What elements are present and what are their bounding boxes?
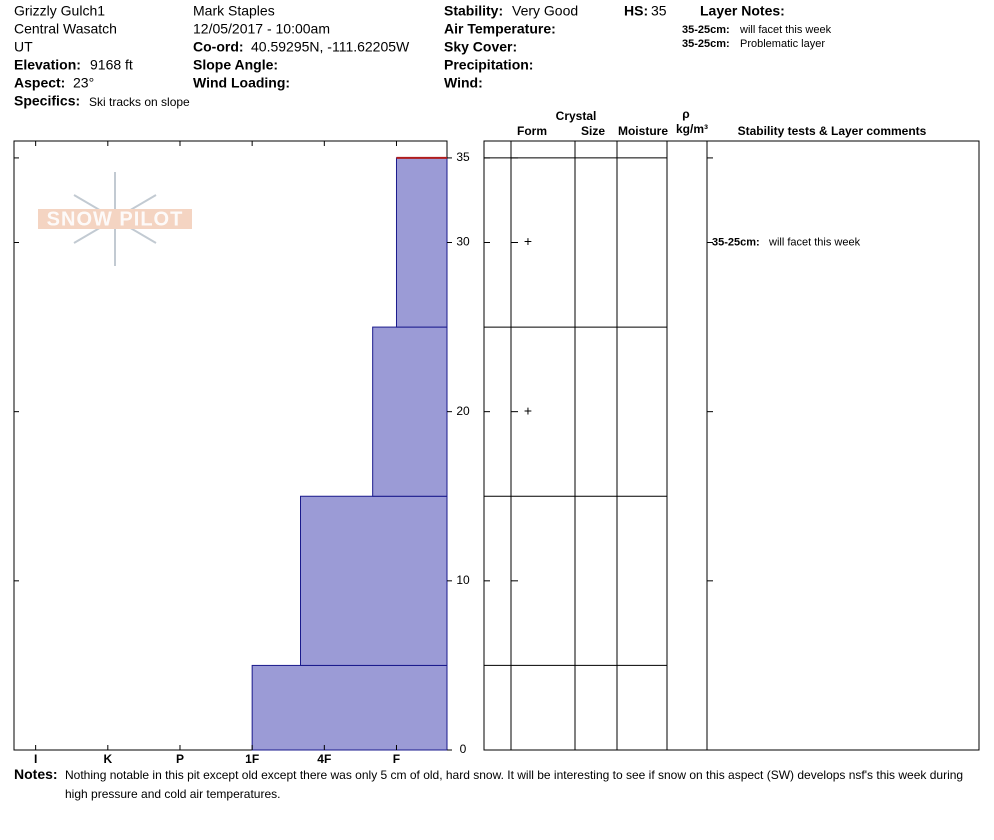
label: Sky Cover:	[444, 39, 517, 55]
y-tick-label: 0	[460, 742, 467, 756]
value: 40.59295N, -111.62205W	[251, 39, 410, 55]
layer-comment-text: will facet this week	[768, 236, 861, 248]
value: 23°	[73, 75, 94, 91]
table-frame	[483, 140, 980, 751]
y-tick-label: 10	[456, 573, 470, 587]
layer-note-text: will facet this week	[739, 24, 832, 36]
value: Very Good	[512, 3, 578, 19]
notes-label: Notes:	[14, 766, 58, 782]
notes: Notes: Nothing notable in this pit except…	[14, 765, 980, 804]
column-header: Stability tests & Layer comments	[738, 124, 927, 138]
layer-bar	[251, 664, 448, 751]
label: Precipitation:	[444, 57, 533, 73]
layer-bar	[300, 495, 448, 666]
column-header: ρ	[682, 107, 689, 121]
value: 35	[651, 3, 667, 19]
label: Specifics:	[14, 93, 80, 109]
layer-note-depth: 35-25cm:	[682, 24, 730, 36]
logo-text: SNOW PILOT	[47, 208, 184, 230]
table-columns	[510, 141, 708, 750]
layer-bar	[395, 157, 448, 328]
label: Wind:	[444, 75, 483, 91]
x-tick-label: 1F	[245, 752, 259, 766]
datetime: 12/05/2017 - 10:00am	[193, 21, 330, 37]
site: Grizzly Gulch1	[14, 3, 105, 19]
label: Wind Loading:	[193, 75, 290, 91]
notes-text: Nothing notable in this pit except old e…	[65, 768, 964, 801]
grain-form: +	[524, 402, 532, 418]
x-tick-label: K	[103, 752, 112, 766]
x-tick-label: P	[176, 752, 184, 766]
x-tick-label: F	[393, 752, 400, 766]
label: Air Temperature:	[444, 21, 556, 37]
layer-comment-depth: 35-25cm:	[712, 236, 760, 248]
label: Co-ord:	[193, 39, 244, 55]
column-header: kg/m³	[676, 122, 708, 136]
label: Slope Angle:	[193, 57, 278, 73]
observer: Mark Staples	[193, 3, 275, 19]
y-tick-label: 20	[456, 404, 470, 418]
state: UT	[14, 39, 33, 55]
column-header: Moisture	[618, 124, 668, 138]
grain-form: +	[524, 233, 532, 249]
label: Layer Notes:	[700, 3, 785, 19]
y-tick-label: 35	[456, 150, 470, 164]
x-tick-label: 4F	[317, 752, 331, 766]
x-tick-label: I	[34, 752, 37, 766]
column-header: Form	[517, 124, 547, 138]
label: Aspect:	[14, 75, 65, 91]
y-tick-label: 30	[456, 235, 470, 249]
layer-bar	[372, 326, 448, 497]
label: Stability:	[444, 3, 503, 19]
label: Elevation:	[14, 57, 81, 73]
value: Ski tracks on slope	[89, 95, 190, 109]
layer-note-text: Problematic layer	[740, 38, 825, 50]
range: Central Wasatch	[14, 21, 117, 37]
column-header: Size	[581, 124, 605, 138]
value: 9168 ft	[90, 57, 133, 73]
label: HS:	[624, 3, 648, 19]
column-header: Crystal	[556, 109, 597, 123]
layer-note-depth: 35-25cm:	[682, 38, 730, 50]
logo	[38, 172, 192, 266]
